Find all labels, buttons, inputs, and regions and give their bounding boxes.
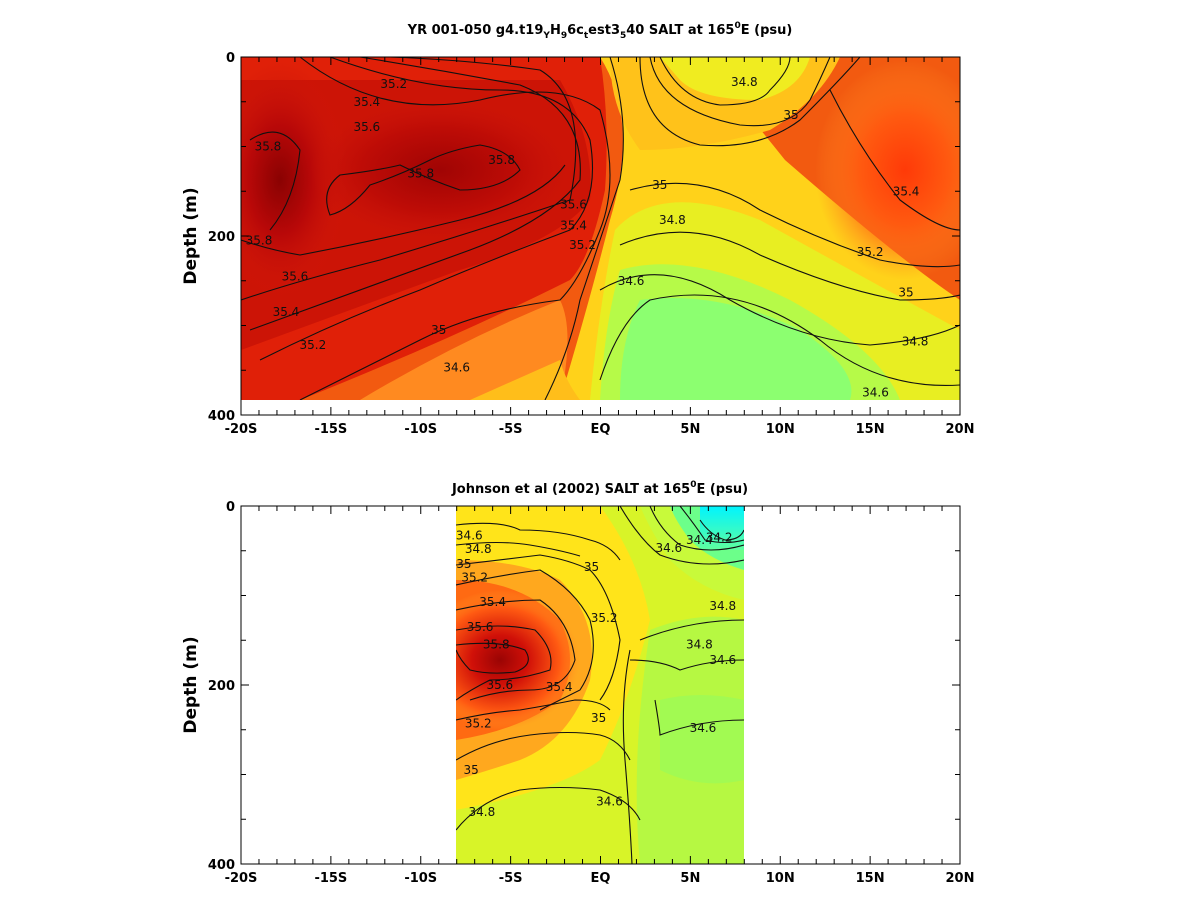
bottom-contour-label: 34.6 (655, 541, 682, 555)
top-contour-labels: 35.235.435.635.835.835.835.635.435.235.8… (246, 75, 929, 400)
top-y-tick-label: 400 (208, 409, 235, 424)
top-heatmap (241, 57, 960, 400)
bottom-contour-label: 35.2 (465, 716, 492, 730)
bottom-x-tick-label: EQ (591, 871, 611, 886)
bottom-x-tick-label: 20N (946, 871, 975, 886)
top-contour-label: 34.6 (618, 274, 645, 288)
bottom-contour-label: 34.6 (709, 653, 736, 667)
top-contour-label: 35.2 (380, 77, 407, 91)
bottom-contour-label: 34.8 (469, 805, 496, 819)
bottom-contours (456, 506, 744, 864)
top-contour-label: 34.6 (443, 361, 470, 375)
top-contour-label: 35.4 (353, 95, 380, 109)
bottom-contour-label: 35 (463, 763, 478, 777)
top-contour-label: 34.8 (902, 335, 929, 349)
bottom-contour-label: 34.8 (465, 542, 492, 556)
bottom-contour-label: 35.6 (467, 620, 494, 634)
top-x-tick-label: -5S (499, 422, 523, 437)
top-x-tick-label: EQ (591, 422, 611, 437)
bottom-contour-label: 35.8 (483, 638, 510, 652)
top-contours (241, 57, 960, 400)
top-contour-label: 35.2 (569, 238, 596, 252)
bottom-y-axis-label: Depth (m) (181, 636, 201, 733)
top-contour-label: 35.2 (857, 245, 884, 259)
bottom-contour-label: 34.4 (686, 533, 713, 547)
bottom-contour-label: 35.4 (546, 680, 573, 694)
top-x-tick-label: 20N (946, 422, 975, 437)
bottom-contour-label: 34.8 (709, 599, 736, 613)
top-y-tick-label: 0 (226, 51, 235, 66)
bottom-contour-label: 35 (456, 557, 471, 571)
top-contour-label: 35.4 (273, 305, 300, 319)
top-contour-label: 35 (652, 178, 667, 192)
top-contour-label: 35.2 (300, 338, 327, 352)
bottom-x-tick-label: 15N (856, 871, 885, 886)
bottom-x-tick-label: 5N (680, 871, 700, 886)
bottom-y-tick-label: 200 (208, 679, 235, 694)
bottom-contour-label: 35 (584, 560, 599, 574)
bottom-x-tick-label: -5S (499, 871, 523, 886)
bottom-contour-label: 34.6 (596, 794, 623, 808)
bottom-heatmap (456, 506, 744, 864)
top-axes: -20S -15S -10S -5S EQ 5N 10N 15N 20N 0 200 400 (208, 51, 975, 437)
top-x-tick-label: 5N (680, 422, 700, 437)
bottom-x-tick-label: 10N (766, 871, 795, 886)
top-contour-label: 35.4 (560, 218, 587, 232)
bottom-contour-label: 35.2 (461, 571, 488, 585)
bottom-contour-label: 34.2 (706, 530, 733, 544)
top-contour-label: 35.4 (893, 184, 920, 198)
bottom-axes: -20S -15S -10S -5S EQ 5N 10N 15N 20N 0 200 400 (208, 500, 975, 886)
bottom-contour-label: 35 (591, 711, 606, 725)
top-x-tick-label: 15N (856, 422, 885, 437)
top-contour-label: 35.6 (560, 198, 587, 212)
top-x-tick-label: -20S (225, 422, 258, 437)
bottom-contour-label: 34.6 (690, 721, 717, 735)
bottom-contour-label: 34.6 (456, 529, 483, 543)
bottom-title: Johnson et al (2002) SALT at 1650E (psu) (451, 480, 748, 497)
top-panel: 35.235.435.635.835.835.835.635.435.235.8… (181, 21, 975, 437)
top-contour-label: 34.6 (862, 386, 889, 400)
bottom-y-tick-label: 0 (226, 500, 235, 515)
top-contour-label: 35 (898, 285, 913, 299)
top-contour-label: 35.6 (282, 269, 309, 283)
top-x-tick-label: 10N (766, 422, 795, 437)
bottom-contour-label: 35.4 (479, 595, 506, 609)
bottom-x-tick-label: -10S (404, 871, 437, 886)
top-contour-label: 35.8 (407, 166, 434, 180)
top-title: YR 001-050 g4.t19YH96ctest3540 SALT at 1… (407, 21, 793, 41)
top-contour-label: 35.8 (246, 233, 273, 247)
bottom-y-tick-label: 400 (208, 858, 235, 873)
top-contour-label: 35.8 (488, 153, 515, 167)
top-contour-label: 34.8 (731, 75, 758, 89)
bottom-contour-label: 35.2 (591, 611, 618, 625)
top-y-tick-label: 200 (208, 230, 235, 245)
top-x-tick-label: -15S (314, 422, 347, 437)
top-contour-label: 35 (431, 323, 446, 337)
bottom-contour-label: 34.8 (686, 638, 713, 652)
bottom-contour-label: 35.6 (486, 678, 513, 692)
bottom-x-tick-label: -15S (314, 871, 347, 886)
top-y-axis-label: Depth (m) (181, 187, 201, 284)
top-contour-label: 35 (783, 108, 798, 122)
top-contour-label: 35.8 (255, 140, 282, 154)
top-contour-label: 35.6 (353, 120, 380, 134)
bottom-x-tick-label: -20S (225, 871, 258, 886)
top-x-tick-label: -10S (404, 422, 437, 437)
top-contour-label: 34.8 (659, 213, 686, 227)
